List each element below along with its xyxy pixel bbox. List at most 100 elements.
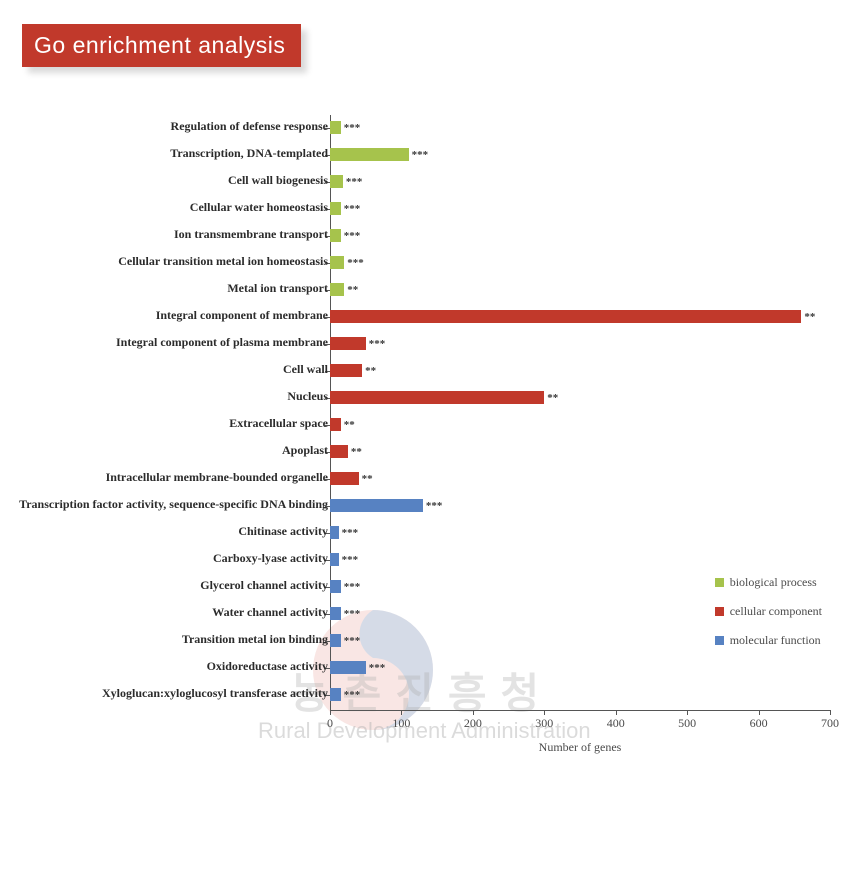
significance-marker: **	[362, 473, 373, 485]
x-tick-label: 100	[392, 716, 410, 731]
significance-marker: ***	[344, 203, 361, 215]
legend: biological process cellular component mole…	[715, 575, 822, 662]
bar	[330, 688, 341, 701]
bar	[330, 634, 341, 647]
x-tick	[473, 710, 474, 715]
significance-marker: **	[344, 419, 355, 431]
significance-marker: ***	[342, 527, 359, 539]
legend-swatch	[715, 578, 724, 587]
x-tick-label: 700	[821, 716, 839, 731]
bar-row: **	[330, 283, 358, 296]
x-tick-label: 400	[607, 716, 625, 731]
legend-label: molecular function	[730, 633, 821, 648]
bar-row: ***	[330, 688, 360, 701]
bar-row: ***	[330, 148, 428, 161]
x-tick	[330, 710, 331, 715]
x-tick	[544, 710, 545, 715]
bar	[330, 364, 362, 377]
y-axis-label: Cellular transition metal ion homeostasi…	[118, 254, 328, 269]
x-tick-label: 500	[678, 716, 696, 731]
bar-row: ***	[330, 553, 358, 566]
y-axis-label: Transcription factor activity, sequence-…	[19, 497, 328, 512]
y-axis-label: Chitinase activity	[238, 524, 328, 539]
page-title-badge: Go enrichment analysis	[22, 24, 301, 67]
bar	[330, 256, 344, 269]
significance-marker: ***	[412, 149, 429, 161]
y-axis-label: Water channel activity	[212, 605, 328, 620]
bar	[330, 310, 801, 323]
bar-row: ***	[330, 661, 385, 674]
y-axis-label: Metal ion transport	[227, 281, 328, 296]
bar	[330, 418, 341, 431]
bar	[330, 661, 366, 674]
bar	[330, 283, 344, 296]
bar-row: **	[330, 391, 558, 404]
y-axis-label: Apoplast	[282, 443, 328, 458]
legend-label: cellular component	[730, 604, 822, 619]
bar-row: ***	[330, 634, 360, 647]
bar	[330, 337, 366, 350]
bar-row: **	[330, 364, 376, 377]
x-axis-title: Number of genes	[330, 740, 830, 755]
y-axis-label: Integral component of membrane	[156, 308, 328, 323]
bar	[330, 202, 341, 215]
y-axis-label: Glycerol channel activity	[200, 578, 328, 593]
bar	[330, 553, 339, 566]
bar	[330, 607, 341, 620]
legend-swatch	[715, 607, 724, 616]
y-axis-label: Transition metal ion binding	[182, 632, 328, 647]
legend-item: biological process	[715, 575, 822, 590]
y-axis-label: Cell wall	[283, 362, 328, 377]
x-tick-label: 200	[464, 716, 482, 731]
significance-marker: **	[804, 311, 815, 323]
y-axis-label: Intracellular membrane-bounded organelle	[106, 470, 328, 485]
bar-row: ***	[330, 121, 360, 134]
x-tick	[616, 710, 617, 715]
significance-marker: **	[365, 365, 376, 377]
bar-row: ***	[330, 526, 358, 539]
y-axis-label: Oxidoreductase activity	[207, 659, 328, 674]
bar	[330, 472, 359, 485]
bar-row: ***	[330, 229, 360, 242]
y-axis-label: Nucleus	[287, 389, 328, 404]
x-tick	[687, 710, 688, 715]
significance-marker: **	[347, 284, 358, 296]
bar	[330, 445, 348, 458]
bar	[330, 175, 343, 188]
y-axis-label: Ion transmembrane transport	[174, 227, 328, 242]
significance-marker: ***	[344, 635, 361, 647]
legend-item: molecular function	[715, 633, 822, 648]
y-axis-label: Cell wall biogenesis	[228, 173, 328, 188]
chart-container: ****************************************…	[34, 115, 834, 740]
bar-row: **	[330, 310, 815, 323]
significance-marker: ***	[344, 230, 361, 242]
y-axis-label: Cellular water homeostasis	[190, 200, 328, 215]
bar	[330, 526, 339, 539]
bar-row: ***	[330, 256, 364, 269]
legend-item: cellular component	[715, 604, 822, 619]
y-axis-label: Integral component of plasma membrane	[116, 335, 328, 350]
significance-marker: ***	[426, 500, 443, 512]
x-tick-label: 300	[535, 716, 553, 731]
significance-marker: ***	[346, 176, 363, 188]
bar-row: **	[330, 445, 362, 458]
bar-row: ***	[330, 580, 360, 593]
significance-marker: ***	[344, 608, 361, 620]
x-tick	[759, 710, 760, 715]
legend-swatch	[715, 636, 724, 645]
significance-marker: ***	[342, 554, 359, 566]
bar-row: **	[330, 472, 373, 485]
y-axis-label: Xyloglucan:xyloglucosyl transferase acti…	[102, 686, 328, 701]
bar	[330, 148, 409, 161]
legend-label: biological process	[730, 575, 817, 590]
y-axis-label: Carboxy-lyase activity	[213, 551, 328, 566]
bar-row: ***	[330, 499, 442, 512]
x-tick-label: 0	[327, 716, 333, 731]
y-axis-label: Extracellular space	[229, 416, 328, 431]
bar-row: **	[330, 418, 355, 431]
bar	[330, 499, 423, 512]
bar	[330, 391, 544, 404]
significance-marker: ***	[347, 257, 364, 269]
bar	[330, 580, 341, 593]
page-title: Go enrichment analysis	[34, 32, 285, 58]
